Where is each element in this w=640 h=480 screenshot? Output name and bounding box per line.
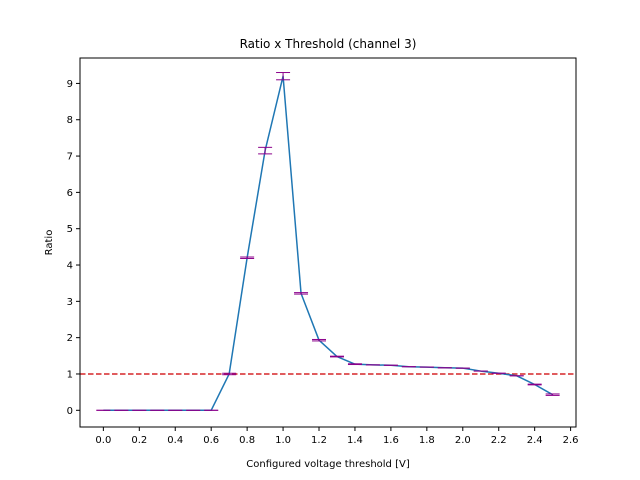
x-tick-label: 2.2 <box>491 435 507 446</box>
y-tick-label: 0 <box>67 406 73 417</box>
x-tick-label: 0.0 <box>95 435 111 446</box>
x-tick-label: 0.8 <box>239 435 255 446</box>
x-tick-label: 1.4 <box>347 435 363 446</box>
error-bar <box>329 355 344 358</box>
y-tick-label: 1 <box>67 369 73 380</box>
error-bar-layer <box>96 72 560 411</box>
error-bar <box>312 338 327 342</box>
error-bar <box>258 146 273 155</box>
y-axis: 0 1 2 3 4 5 6 7 8 9 <box>67 79 80 417</box>
x-axis-label: Configured voltage threshold [V] <box>246 459 410 470</box>
error-bar <box>240 256 255 259</box>
x-tick-label: 1.8 <box>419 435 435 446</box>
y-tick-label: 5 <box>67 224 73 235</box>
x-tick-label: 1.2 <box>311 435 327 446</box>
y-tick-label: 6 <box>67 188 73 199</box>
error-bar <box>545 393 560 396</box>
x-tick-label: 0.2 <box>131 435 147 446</box>
error-bar <box>527 383 542 386</box>
x-tick-label: 2.6 <box>563 435 579 446</box>
y-tick-label: 7 <box>67 152 73 163</box>
x-tick-label: 0.6 <box>203 435 219 446</box>
y-axis-label: Ratio <box>44 230 55 256</box>
y-tick-label: 8 <box>67 115 73 126</box>
error-bar <box>294 292 309 295</box>
y-tick-label: 2 <box>67 333 73 344</box>
chart-title: Ratio x Threshold (channel 3) <box>240 37 417 51</box>
error-bar <box>222 372 237 376</box>
error-bar <box>347 363 362 366</box>
x-tick-label: 0.4 <box>167 435 183 446</box>
y-tick-label: 4 <box>67 261 73 272</box>
plot-frame <box>79 57 577 428</box>
y-tick-label: 3 <box>67 297 73 308</box>
error-bar <box>276 72 291 81</box>
x-tick-label: 2.4 <box>527 435 543 446</box>
x-axis: 0.0 0.2 0.4 0.6 0.8 1.0 1.2 1.4 1.6 1.8 2.0 2.2 2.4 2… <box>95 427 579 446</box>
y-tick-label: 9 <box>67 79 73 90</box>
x-tick-label: 2.0 <box>455 435 471 446</box>
x-tick-label: 1.6 <box>383 435 399 446</box>
x-tick-label: 1.0 <box>275 435 291 446</box>
